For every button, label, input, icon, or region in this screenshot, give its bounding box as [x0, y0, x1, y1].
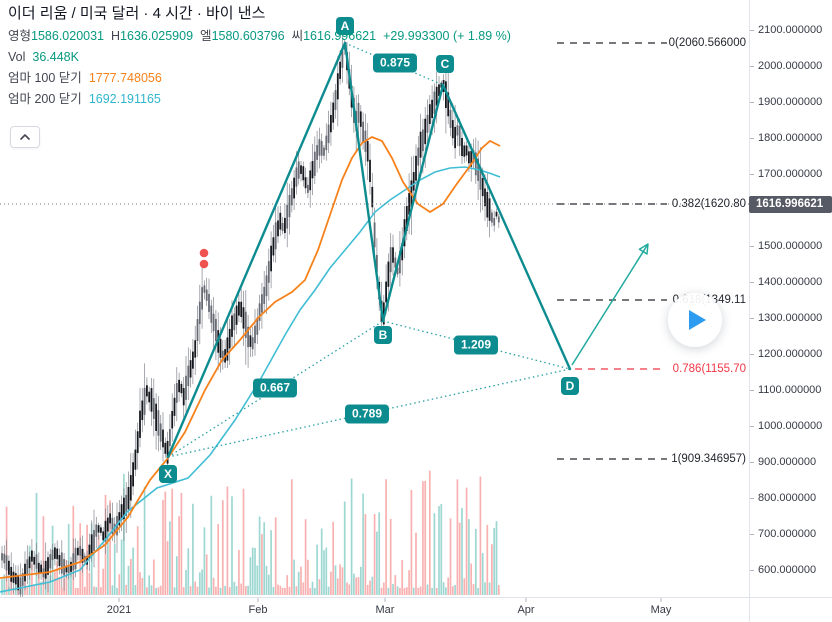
- pattern-point-badge-A[interactable]: A: [336, 17, 354, 35]
- time-axis-label: 2021: [106, 604, 132, 616]
- open-value: 1586.020031: [31, 29, 105, 43]
- fib-level-label: 1(909.346957): [671, 453, 746, 465]
- high-label: H: [111, 29, 121, 43]
- price-axis-label: 1200.000000: [758, 348, 823, 360]
- high-value: 1636.025909: [120, 29, 194, 43]
- price-axis-label: 1400.000000: [758, 276, 823, 288]
- price-axis-label: 1500.000000: [758, 240, 823, 252]
- time-axis-label: Mar: [375, 604, 395, 616]
- chart-canvas-svg: [0, 35, 749, 597]
- axis-divider: [749, 597, 750, 622]
- fib-level-label: 0.382(1620.80: [671, 198, 746, 210]
- play-icon: [689, 310, 706, 330]
- price-axis-tick: [750, 174, 754, 175]
- fib-level-label: 0.786(1155.70: [672, 363, 746, 375]
- price-axis-tick: [750, 102, 754, 103]
- price-axis-label: 800.000000: [758, 492, 817, 504]
- pattern-ratio-badge[interactable]: 1.209: [453, 335, 499, 355]
- price-axis-tick: [750, 354, 754, 355]
- play-button[interactable]: [668, 293, 722, 347]
- price-axis-tick: [750, 246, 754, 247]
- price-axis-tick: [750, 66, 754, 67]
- time-axis-label: Apr: [517, 604, 535, 616]
- ma200-line: [0, 166, 501, 593]
- time-axis[interactable]: 2021 Feb Mar Apr May: [0, 597, 832, 622]
- price-axis-tick: [750, 498, 754, 499]
- price-axis-label: 700.000000: [758, 528, 817, 540]
- chart-legend: 이더 리움 / 미국 달러 · 4 시간 · 바이 낸스 영형1586.0200…: [8, 6, 511, 114]
- chevron-up-icon: [20, 134, 30, 140]
- price-axis[interactable]: 2100.000000 2000.000000 1900.000000 1800.00…: [749, 0, 832, 597]
- close-label: 씨: [291, 29, 304, 43]
- volume-label: Vol: [8, 50, 26, 64]
- fib-level-lines: [557, 42, 667, 460]
- ohlc-row: 영형1586.020031 H1636.025909 엘1580.603796 씨16…: [8, 30, 511, 43]
- price-axis-label: 1800.000000: [758, 132, 823, 144]
- chart-canvas[interactable]: [0, 0, 749, 597]
- current-price-badge: 1616.996621: [749, 196, 832, 213]
- pattern-point-badge-C[interactable]: C: [436, 55, 454, 73]
- pattern-ratio-badge[interactable]: 0.875: [372, 53, 418, 73]
- projection-arrow: [571, 243, 649, 366]
- time-axis-label: Feb: [248, 604, 268, 616]
- price-axis-label: 600.000000: [758, 564, 817, 576]
- open-label: 영형: [8, 29, 32, 43]
- time-axis-tick: [384, 598, 386, 602]
- ma100-line: [0, 135, 501, 579]
- volume-value: 36.448K: [32, 50, 79, 64]
- price-axis-tick: [750, 534, 754, 535]
- volume-row: Vol 36.448K: [8, 51, 511, 64]
- volume-bars: [1, 470, 500, 595]
- time-axis-tick: [118, 598, 120, 602]
- ma100-row: 엄마 100 닫기 1777.748056: [8, 72, 511, 85]
- price-axis-tick: [750, 318, 754, 319]
- price-axis-tick: [750, 426, 754, 427]
- ma100-label: 엄마 100 닫기: [8, 71, 82, 85]
- price-axis-label: 2100.000000: [758, 24, 823, 36]
- price-axis-tick: [750, 282, 754, 283]
- ma200-row: 엄마 200 닫기 1692.191165: [8, 93, 511, 106]
- price-axis-tick: [750, 462, 754, 463]
- ma100-value: 1777.748056: [88, 71, 162, 85]
- price-axis-tick: [750, 30, 754, 31]
- price-axis-label: 1100.000000: [758, 384, 822, 396]
- price-axis-label: 900.000000: [758, 456, 817, 468]
- time-axis-label: May: [650, 604, 672, 616]
- pattern-point-badge-B[interactable]: B: [374, 326, 392, 344]
- price-axis-label: 1300.000000: [758, 312, 823, 324]
- candlesticks: [1, 35, 500, 597]
- pattern-ratio-badge[interactable]: 0.667: [252, 378, 298, 398]
- fib-level-label: 0(2060.566000: [668, 37, 746, 49]
- pattern-point-badge-X[interactable]: X: [159, 465, 177, 483]
- red-marker-dots: [199, 248, 209, 269]
- change-value: +29.993300 (+ 1.89 %): [383, 29, 511, 43]
- price-axis-label: 1000.000000: [758, 420, 823, 432]
- price-axis-label: 1900.000000: [758, 96, 823, 108]
- price-axis-label: 1700.000000: [758, 168, 823, 180]
- low-label: 엘: [200, 29, 212, 43]
- price-axis-tick: [750, 390, 754, 391]
- price-axis-tick: [750, 138, 754, 139]
- price-axis-label: 2000.000000: [758, 60, 823, 72]
- pattern-ratio-badge[interactable]: 0.789: [344, 404, 390, 424]
- collapse-legend-button[interactable]: [10, 126, 40, 148]
- time-axis-tick: [257, 598, 259, 602]
- ma200-value: 1692.191165: [88, 92, 161, 106]
- symbol-title[interactable]: 이더 리움 / 미국 달러 · 4 시간 · 바이 낸스: [8, 5, 266, 22]
- price-axis-tick: [750, 570, 754, 571]
- ma200-label: 엄마 200 닫기: [8, 92, 82, 106]
- arrow-head-icon: [638, 243, 649, 255]
- time-axis-tick: [660, 598, 662, 602]
- time-axis-tick: [525, 598, 527, 602]
- pattern-point-badge-D[interactable]: D: [561, 377, 579, 395]
- low-value: 1580.603796: [211, 29, 285, 43]
- close-value: 1616.996621: [303, 29, 377, 43]
- moving-averages: [0, 135, 501, 593]
